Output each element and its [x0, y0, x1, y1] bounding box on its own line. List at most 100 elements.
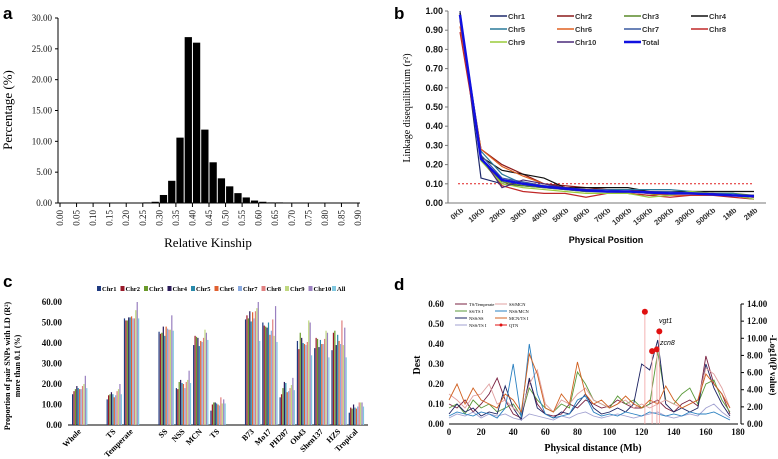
legend-swatch: [144, 286, 148, 291]
x-tick-label: 0: [447, 427, 452, 437]
x-tick-label: SS: [157, 427, 170, 440]
bar-chr10: [136, 302, 138, 425]
bar-chr6: [200, 340, 202, 425]
histogram-bar: [242, 197, 250, 203]
bar-chr6: [355, 408, 357, 425]
bar-chr9: [204, 329, 206, 425]
legend-label: Chr4: [173, 286, 188, 293]
bar-chr5: [77, 388, 79, 425]
y-tick-label: 0.30: [428, 359, 444, 369]
histogram-bar: [159, 194, 168, 203]
x-tick-label: 1Mb: [721, 205, 739, 222]
bar-chr8: [133, 318, 136, 425]
panel-c-ylabel-1: Proportion of pair SNPs with LD (R²): [3, 302, 12, 431]
right-tick-label: 6.00: [747, 368, 763, 378]
bar-chr9: [308, 320, 310, 425]
histogram-bar: [275, 202, 283, 203]
x-tick-label: 2Mb: [742, 205, 760, 222]
bar-chr9: [83, 384, 85, 425]
bar-chr7: [288, 391, 290, 425]
x-tick-label: 30Kb: [508, 205, 528, 224]
legend-label: Chr1: [102, 286, 116, 293]
legend-label: Chr9: [508, 38, 525, 47]
x-tick-label: 0.35: [171, 210, 181, 226]
line-total: [458, 14, 755, 198]
bar-chr9: [273, 335, 275, 425]
histogram-bar: [176, 137, 184, 203]
histogram-bar: [250, 200, 259, 203]
bar-chr5: [112, 394, 114, 425]
line-ts-temperate: [448, 355, 731, 419]
x-tick-label: TS: [208, 427, 222, 441]
bar-chr5: [302, 343, 304, 425]
legend-label: NSS/SS: [469, 316, 484, 321]
legend-swatch: [285, 286, 289, 291]
annotation-vgt1: vgt1: [659, 318, 672, 325]
y-tick-label: 20.00: [32, 75, 53, 85]
bar-chr5: [250, 321, 252, 425]
y-tick-label: 5.00: [36, 167, 52, 177]
legend-marker: [499, 323, 503, 327]
bar-all: [259, 340, 261, 425]
y-tick-label: 0.10: [425, 179, 443, 189]
bar-chr2: [280, 394, 283, 425]
y-tick-label: 25.00: [32, 44, 53, 54]
bar-chr4: [352, 404, 355, 425]
panel-label-d: d: [394, 275, 404, 294]
bar-chr8: [289, 388, 291, 425]
y-tick-label: 40.00: [42, 338, 63, 348]
annotation-zcn8: zcn8: [659, 340, 675, 347]
panel-d-xlabel: Physical distance (Mb): [544, 443, 641, 454]
bar-chr4: [180, 379, 182, 425]
bar-chr5: [216, 403, 218, 425]
bar-chr9: [342, 345, 344, 425]
panel-label-b: b: [394, 4, 404, 23]
x-tick-label: 0.65: [270, 210, 280, 226]
y-tick-label: 0.20: [428, 379, 444, 389]
legend-label: Chr5: [508, 25, 525, 34]
x-tick-label: 0.30: [154, 210, 164, 226]
line-nss-mcn: [448, 343, 731, 421]
line-mcn-ts-i: [448, 352, 731, 414]
bar-chr4: [266, 327, 268, 425]
histogram-bar: [168, 180, 176, 203]
legend-label: Chr10: [314, 286, 332, 293]
bar-chr6: [182, 384, 185, 425]
legend-swatch: [191, 286, 195, 291]
legend-label: Total: [642, 38, 659, 47]
histogram-bar: [226, 186, 234, 203]
legend-label: NSS/MCN: [509, 309, 530, 314]
legend-label: Chr1: [508, 12, 525, 21]
bar-chr5: [129, 317, 131, 425]
bar-all: [189, 382, 192, 425]
bar-chr1: [210, 410, 212, 425]
bar-all: [345, 357, 347, 425]
bar-chr9: [135, 310, 137, 425]
legend-label: Chr6: [220, 286, 235, 293]
bar-chr8: [202, 337, 205, 425]
bar-chr8: [81, 386, 84, 425]
bar-all: [120, 394, 122, 425]
x-tick-label: 0.90: [353, 210, 363, 226]
y-tick-label: 10.00: [42, 400, 63, 410]
panel-a-xlabel: Relative Kinship: [164, 235, 252, 250]
legend-label: Chr3: [642, 12, 659, 21]
x-tick-label: PH207: [268, 427, 291, 450]
bar-chr10: [361, 402, 363, 425]
y-tick-label: 0.20: [425, 160, 443, 170]
bar-chr7: [253, 318, 255, 425]
bar-chr1: [296, 340, 299, 425]
bar-chr6: [286, 392, 288, 425]
bar-chr7: [357, 406, 359, 425]
bar-chr7: [132, 318, 134, 425]
bar-chr1: [123, 318, 126, 425]
x-tick-label: 0.25: [138, 210, 148, 226]
bar-all: [328, 357, 330, 425]
bar-chr7: [115, 395, 117, 425]
bar-all: [172, 330, 174, 425]
bar-chr4: [128, 317, 130, 425]
panel-b-xlabel: Physical Position: [569, 235, 644, 245]
x-tick-label: 140: [667, 427, 681, 437]
x-tick-label: 200Kb: [652, 205, 675, 227]
